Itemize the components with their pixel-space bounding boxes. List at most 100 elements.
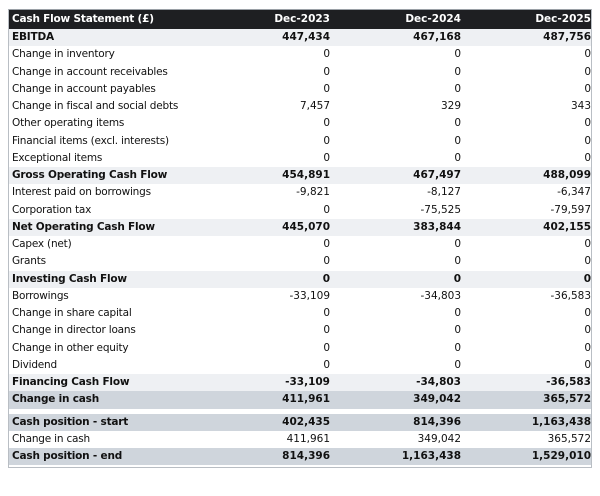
row-value: 0 xyxy=(584,151,591,164)
table-row: Change in director loans 0 0 0 xyxy=(9,322,591,339)
table-row: Change in account payables 0 0 0 xyxy=(9,81,591,98)
table-row: Borrowings -33,109 -34,803 -36,583 xyxy=(9,288,591,305)
row-value: 0 xyxy=(322,272,330,285)
row-value: 0 xyxy=(584,255,591,268)
header-dec-2025: Dec-2025 xyxy=(535,13,591,25)
table-row: EBITDA 447,434 467,168 487,756 xyxy=(9,29,591,47)
row-value: 454,891 xyxy=(282,169,330,181)
row-value: 0 xyxy=(584,48,591,61)
row-value: 0 xyxy=(454,151,461,164)
row-value: 467,168 xyxy=(413,31,461,43)
row-value: 0 xyxy=(323,203,330,216)
row-value: 349,042 xyxy=(413,393,461,406)
row-value: -9,821 xyxy=(296,186,330,199)
row-label: Financial items (excl. interests) xyxy=(12,134,169,147)
row-value: 0 xyxy=(454,358,461,371)
row-value: -36,583 xyxy=(550,289,591,302)
row-value: 0 xyxy=(454,324,461,337)
row-value: 487,756 xyxy=(543,31,591,43)
row-value: 365,572 xyxy=(543,393,591,406)
row-label: Cash position - start xyxy=(12,415,129,428)
row-label: Capex (net) xyxy=(12,238,72,250)
table-row: Investing Cash Flow 0 0 0 xyxy=(9,270,591,288)
row-value: 411,961 xyxy=(286,432,330,445)
row-value: 0 xyxy=(454,238,461,250)
table-row: Net Operating Cash Flow 445,070 383,844 402… xyxy=(9,218,591,236)
row-value: 0 xyxy=(453,272,461,285)
row-value: 0 xyxy=(323,341,330,354)
row-value: -79,597 xyxy=(550,203,591,216)
row-value: 1,529,010 xyxy=(531,450,591,462)
row-label: Change in cash xyxy=(12,432,90,445)
row-value: 0 xyxy=(584,238,591,250)
row-label: Interest paid on borrowings xyxy=(12,186,151,199)
header-dec-2023: Dec-2023 xyxy=(274,13,330,25)
row-value: 0 xyxy=(454,341,461,354)
row-value: 814,396 xyxy=(282,450,330,462)
row-value: 343 xyxy=(570,100,591,112)
row-label: Grants xyxy=(12,255,46,268)
row-value: 349,042 xyxy=(417,432,461,445)
cash-flow-table: Cash Flow Statement (£) Dec-2023 Dec-202… xyxy=(8,9,592,469)
table-row: Capex (net) 0 0 0 xyxy=(9,236,591,253)
row-label: Financing Cash Flow xyxy=(12,376,130,388)
row-value: -75,525 xyxy=(420,203,461,216)
row-value: 0 xyxy=(584,307,591,319)
row-label: Change in director loans xyxy=(12,324,136,337)
row-value: 0 xyxy=(454,65,461,78)
row-value: 0 xyxy=(584,82,591,95)
row-label: Change in account payables xyxy=(12,82,156,95)
row-value: 0 xyxy=(323,324,330,337)
row-value: 467,497 xyxy=(413,169,461,181)
row-value: 1,163,438 xyxy=(531,415,591,428)
row-value: -33,109 xyxy=(289,289,330,302)
row-value: 365,572 xyxy=(547,432,591,445)
row-value: 0 xyxy=(584,358,591,371)
row-value: 1,163,438 xyxy=(401,450,461,462)
table-row: Grants 0 0 0 xyxy=(9,253,591,270)
table-row: Interest paid on borrowings -9,821 -8,127 -… xyxy=(9,184,591,201)
row-value: 0 xyxy=(584,324,591,337)
row-label: Dividend xyxy=(12,358,57,371)
row-value: 402,435 xyxy=(282,415,330,428)
row-value: 0 xyxy=(584,134,591,147)
row-label: Change in fiscal and social debts xyxy=(12,100,179,112)
table-row: Cash position - end 814,396 1,163,438 1,529… xyxy=(9,448,591,466)
row-label: Investing Cash Flow xyxy=(12,272,127,285)
table-row: Change in fiscal and social debts 7,457 32… xyxy=(9,98,591,115)
row-value: 0 xyxy=(323,117,330,130)
table-header: Cash Flow Statement (£) Dec-2023 Dec-202… xyxy=(9,10,591,29)
row-value: 383,844 xyxy=(413,220,461,233)
row-label: Change in other equity xyxy=(12,341,129,354)
row-value: 447,434 xyxy=(282,31,330,43)
row-label: Other operating items xyxy=(12,117,125,130)
row-value: 329 xyxy=(440,100,461,112)
table-row: Change in inventory 0 0 0 xyxy=(9,46,591,63)
row-value: 0 xyxy=(323,358,330,371)
row-label: Corporation tax xyxy=(12,203,92,216)
row-value: -6,347 xyxy=(557,186,591,199)
row-label: Change in inventory xyxy=(12,48,115,61)
row-value: 402,155 xyxy=(543,220,591,233)
row-value: 0 xyxy=(323,238,330,250)
row-value: 0 xyxy=(583,272,591,285)
row-value: 0 xyxy=(323,134,330,147)
row-label: Change in cash xyxy=(12,393,99,406)
table-row: Other operating items 0 0 0 xyxy=(9,115,591,132)
row-value: 411,961 xyxy=(282,393,330,406)
row-value: 0 xyxy=(323,307,330,319)
row-value: -34,803 xyxy=(420,289,461,302)
row-value: 0 xyxy=(323,65,330,78)
row-label: Exceptional items xyxy=(12,151,103,164)
row-spacer xyxy=(9,408,591,414)
row-value: 814,396 xyxy=(413,415,461,428)
row-value: 0 xyxy=(323,48,330,61)
row-label: Change in account receivables xyxy=(12,65,168,78)
row-value: 0 xyxy=(584,341,591,354)
row-value: 0 xyxy=(454,255,461,268)
table-row: Change in cash 411,961 349,042 365,572 xyxy=(9,391,591,409)
table-row: Change in account receivables 0 0 0 xyxy=(9,64,591,81)
row-value: 0 xyxy=(323,151,330,164)
row-value: 0 xyxy=(454,82,461,95)
row-value: 0 xyxy=(323,82,330,95)
